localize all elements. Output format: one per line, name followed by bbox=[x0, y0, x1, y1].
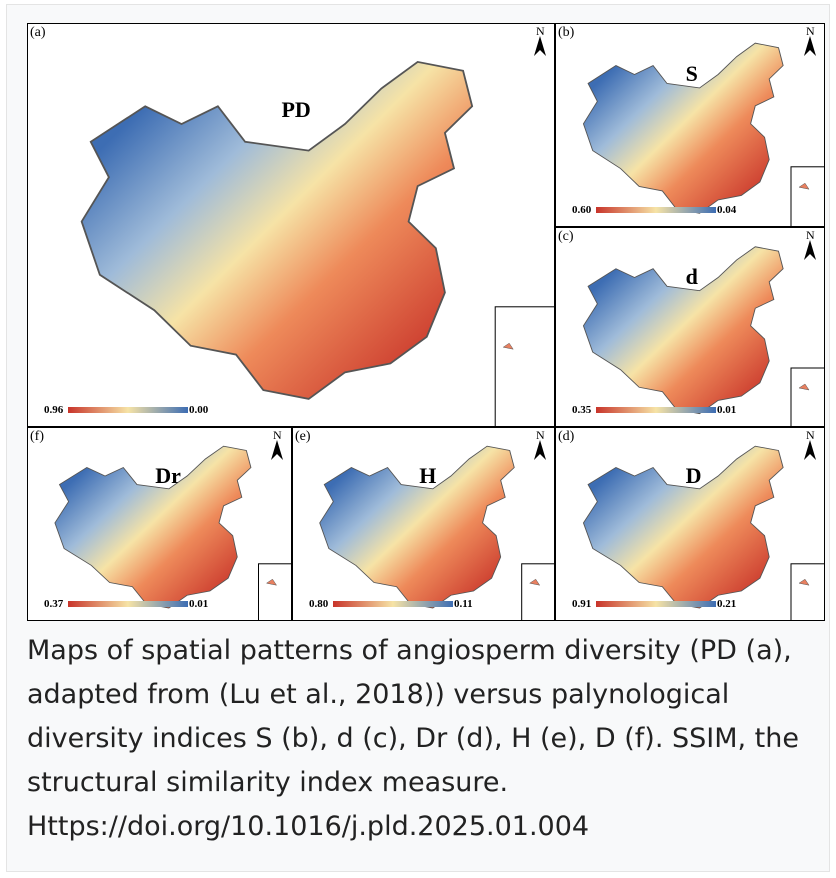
map bbox=[582, 240, 824, 426]
legend-max: 0.04 bbox=[717, 204, 737, 216]
panel-title: D bbox=[685, 462, 702, 488]
legend-min: 0.37 bbox=[44, 598, 64, 610]
map-panel: (d) D N 0.91 0.21 bbox=[555, 427, 825, 621]
panel-label: (d) bbox=[558, 429, 575, 444]
map bbox=[68, 36, 554, 426]
panel-title: Dr bbox=[155, 462, 181, 488]
north-label: N bbox=[806, 228, 815, 242]
panel-title: H bbox=[419, 462, 437, 488]
map bbox=[582, 36, 824, 226]
north-label: N bbox=[806, 428, 815, 442]
legend-min: 0.91 bbox=[572, 598, 592, 610]
map-panel: (f) Dr N 0.37 0.01 bbox=[27, 427, 292, 621]
map-panel: (a) PD N 0.96 0.00 bbox=[27, 23, 555, 427]
panel-label: (b) bbox=[558, 25, 575, 40]
map-panel: (e) H N 0.80 0.11 bbox=[292, 427, 555, 621]
map bbox=[319, 440, 554, 620]
card: (a) PD N 0.96 0.00 (b) S N 0.60 0.04 (c) d N 0.35 0.01… bbox=[6, 4, 830, 872]
legend-max: 0.11 bbox=[454, 598, 473, 610]
map-panel: (b) S N 0.60 0.04 bbox=[555, 23, 825, 227]
panel-label: (c) bbox=[558, 229, 574, 244]
panel-label: (f) bbox=[30, 429, 44, 444]
legend-min: 0.80 bbox=[309, 598, 329, 610]
legend-min: 0.35 bbox=[572, 404, 592, 416]
north-label: N bbox=[536, 428, 545, 442]
legend-min: 0.60 bbox=[572, 204, 592, 216]
legend-min: 0.96 bbox=[44, 404, 64, 416]
caption: Maps of spatial patterns of angiosperm d… bbox=[27, 635, 799, 842]
figure: (a) PD N 0.96 0.00 (b) S N 0.60 0.04 (c) d N 0.35 0.01… bbox=[27, 23, 825, 621]
north-label: N bbox=[273, 428, 282, 442]
north-label: N bbox=[806, 24, 815, 38]
panel-title: PD bbox=[281, 96, 311, 122]
panel-label: (e) bbox=[295, 429, 311, 444]
legend-max: 0.01 bbox=[717, 404, 737, 416]
map bbox=[54, 440, 291, 620]
map bbox=[582, 440, 824, 620]
legend-max: 0.21 bbox=[717, 598, 737, 610]
panel-title: d bbox=[685, 264, 698, 289]
map-panel: (c) d N 0.35 0.01 bbox=[555, 227, 825, 427]
panel-label: (a) bbox=[30, 25, 46, 40]
north-label: N bbox=[536, 24, 545, 38]
legend-max: 0.00 bbox=[189, 404, 209, 416]
legend-max: 0.01 bbox=[189, 598, 209, 610]
panel-title: S bbox=[685, 60, 698, 86]
